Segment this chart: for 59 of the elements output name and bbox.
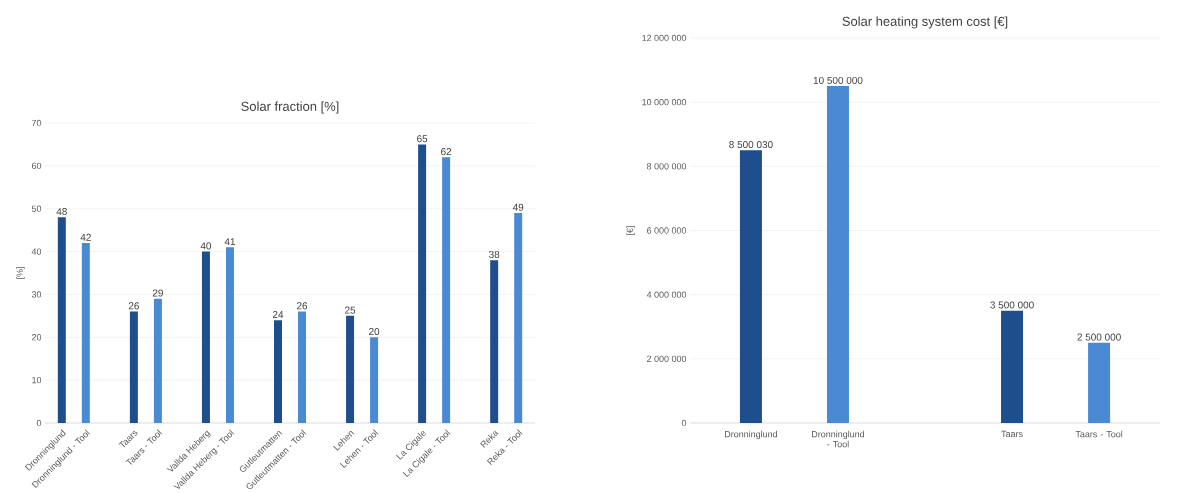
bar	[57, 217, 66, 423]
bar	[514, 213, 523, 423]
bar	[273, 320, 282, 423]
bar	[418, 144, 427, 423]
data-label: 42	[80, 233, 91, 241]
y-tick-label: 4 000 000	[646, 291, 687, 298]
bar	[370, 337, 379, 423]
bar	[153, 298, 162, 423]
y-tick-label: 2 000 000	[647, 355, 687, 363]
x-tick-label: Dronninglund - Tool	[812, 430, 865, 448]
data-label: 10 500 000	[813, 76, 863, 84]
bar	[298, 311, 307, 423]
data-label: 48	[56, 208, 67, 216]
y-tick-label: 20	[31, 334, 42, 341]
data-label: 41	[224, 238, 236, 246]
bar	[1088, 342, 1111, 423]
y-tick-label: 10	[32, 376, 42, 384]
data-label: 49	[512, 203, 524, 211]
data-label: 24	[272, 311, 284, 318]
y-tick-label: 0	[681, 419, 687, 427]
y-axis-title: [€]	[626, 226, 635, 235]
y-tick-label: 60	[31, 162, 42, 170]
data-label: 40	[200, 242, 212, 250]
data-label: 29	[152, 289, 163, 297]
chart-title: Solar heating system cost [€]	[842, 16, 1008, 29]
data-label: 38	[489, 250, 500, 258]
y-tick-label: 6 000 000	[647, 227, 687, 234]
data-label: 2 500 000	[1077, 333, 1121, 341]
y-tick-label: 10 000 000	[642, 98, 687, 106]
data-label: 25	[345, 306, 356, 314]
data-label: 26	[128, 302, 139, 310]
data-label: 8 500 030	[729, 141, 773, 149]
bar	[346, 315, 355, 423]
x-tick-label: Taars - Tool	[1075, 430, 1123, 438]
chart-title: Solar fraction [%]	[241, 101, 339, 114]
data-label: 65	[417, 135, 428, 143]
y-tick-label: 40	[31, 248, 42, 255]
data-label: 3 500 000	[990, 301, 1034, 309]
y-tick-label: 50	[31, 205, 42, 212]
bar	[129, 311, 138, 423]
data-label: 20	[369, 328, 380, 336]
bar	[826, 86, 849, 423]
bar	[442, 157, 451, 423]
bar	[81, 243, 90, 423]
y-tick-label: 0	[36, 419, 42, 427]
data-label: 62	[441, 148, 452, 156]
data-label: 26	[296, 302, 308, 310]
x-tick-label: Dronninglund	[725, 430, 778, 440]
x-tick-label: Taars	[1001, 430, 1023, 438]
bar	[1001, 310, 1024, 423]
y-tick-label: 30	[31, 291, 42, 298]
y-tick-label: 8 000 000	[646, 163, 687, 170]
y-tick-label: 70	[31, 119, 42, 127]
bar	[201, 251, 210, 423]
bar	[225, 247, 234, 423]
bar	[739, 150, 762, 423]
bar	[490, 260, 499, 423]
y-tick-label: 12 000 000	[642, 34, 687, 42]
y-axis-title: [%]	[16, 267, 25, 279]
